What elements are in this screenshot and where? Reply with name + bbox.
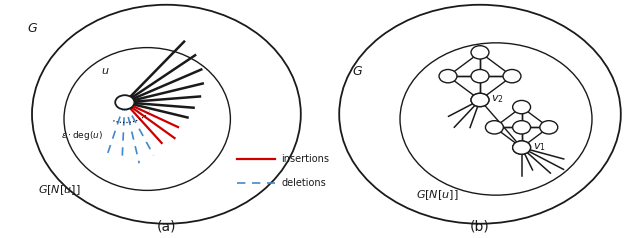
Text: G: G xyxy=(28,22,37,35)
Circle shape xyxy=(471,46,489,59)
Circle shape xyxy=(115,95,134,109)
Text: (a): (a) xyxy=(157,219,176,233)
Text: deletions: deletions xyxy=(282,178,326,188)
Text: $v_1$: $v_1$ xyxy=(532,141,546,153)
Text: $u$: $u$ xyxy=(101,66,110,76)
Circle shape xyxy=(513,121,531,134)
Text: $G[N[u]]$: $G[N[u]]$ xyxy=(38,183,81,197)
Circle shape xyxy=(439,69,457,83)
Circle shape xyxy=(513,141,531,154)
Circle shape xyxy=(471,93,489,107)
Circle shape xyxy=(503,69,521,83)
Circle shape xyxy=(471,69,489,83)
Circle shape xyxy=(513,100,531,114)
Text: $\varepsilon\cdot\mathrm{deg}(u)$: $\varepsilon\cdot\mathrm{deg}(u)$ xyxy=(61,129,103,142)
Circle shape xyxy=(513,141,531,154)
Text: $G[N[u]]$: $G[N[u]]$ xyxy=(416,188,458,202)
Text: (b): (b) xyxy=(470,219,490,233)
Circle shape xyxy=(486,121,503,134)
Text: insertions: insertions xyxy=(282,154,330,164)
Text: G: G xyxy=(352,65,362,78)
Circle shape xyxy=(540,121,558,134)
Circle shape xyxy=(471,93,489,107)
Text: $v_2$: $v_2$ xyxy=(492,93,504,105)
